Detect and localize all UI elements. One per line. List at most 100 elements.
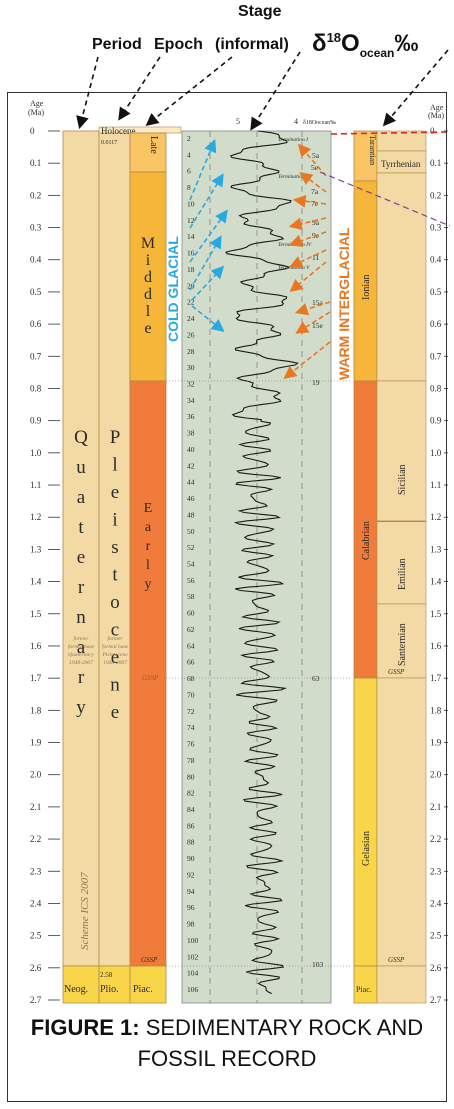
age-tick-label: 2.2: [30, 834, 41, 844]
mis-label-right: 15e: [312, 321, 324, 330]
warm-interglacial-label: WARM INTERGLACIAL: [336, 227, 352, 380]
mis-label: 30: [187, 363, 195, 372]
mis-label: 82: [187, 789, 195, 798]
pliocene-bar: [98, 965, 131, 1004]
age-tick-label-right: 2.7: [430, 995, 442, 1005]
mis-label-right: 9a: [312, 218, 320, 227]
mis-label-right: 15a: [312, 298, 324, 307]
age-tick-label: 0.8: [30, 383, 42, 393]
age-tick-label-right: 1.2: [430, 512, 441, 522]
mis-label: 80: [187, 772, 195, 781]
early-letter: E: [144, 501, 153, 516]
mis-label: 106: [187, 985, 199, 994]
stage-gssp-1: GSSP: [142, 674, 159, 682]
neogene-label: Neog.: [64, 984, 88, 995]
header-period: Period: [92, 36, 142, 53]
tyrrhenian-label: Tyrrhenian: [381, 159, 421, 169]
mis-label: 76: [187, 740, 195, 749]
quaternary-letter: a: [77, 487, 86, 508]
age-tick-label-right: 2.3: [430, 866, 442, 876]
age-tick-label-right: 0.8: [430, 383, 442, 393]
pleistocene-letter: e: [111, 482, 119, 503]
age-axis-title-right: Age: [430, 103, 444, 112]
age-tick-label: 1.1: [30, 480, 41, 490]
right-gssp-2: GSSP: [388, 956, 405, 964]
red-dashed-connector: [330, 131, 447, 135]
age-tick-label-right: 0.7: [430, 351, 442, 361]
mis-label: 4: [187, 150, 191, 159]
age-tick-label: 1.9: [30, 738, 42, 748]
mis-label: 84: [187, 805, 195, 814]
age-tick-label: 0.9: [30, 416, 42, 426]
pleistocene-letter: s: [111, 537, 118, 558]
age-tick-label: 2.7: [30, 995, 42, 1005]
pleistocene-letter: n: [110, 675, 120, 696]
quaternary-letter: e: [77, 547, 85, 568]
header-leader-arrows: [76, 49, 449, 131]
early-bar: [129, 380, 167, 967]
late-bar: [129, 132, 167, 173]
former-base-note: 1948-2007: [69, 659, 93, 666]
holocene-label: Holocene: [101, 126, 135, 136]
holocene-age: 0.0117: [101, 140, 117, 146]
quaternary-letter: t: [78, 517, 84, 538]
age-axis-title: Age: [30, 99, 44, 108]
header-stage-informal: (informal): [215, 36, 289, 53]
age-tick-label: 1.3: [30, 544, 42, 554]
quaternary-bar: [62, 130, 100, 967]
age-tick-label-right: 0.9: [430, 416, 442, 426]
age-tick-label: 1.8: [30, 705, 42, 715]
mis-label: 94: [187, 887, 195, 896]
former-base-note: formal base: [102, 643, 129, 650]
age-tick-label-right: 0: [430, 126, 435, 136]
scheme-label: Scheme ICS 2007: [79, 872, 91, 950]
age-tick-label-right: 2.1: [430, 802, 441, 812]
mis-label: 34: [187, 396, 195, 405]
age-axis-left: Age (Ma) 0 0.1 0.2 0.3 0.4 0.5 0.6 0.7 0.8 0.9 1.0…: [28, 99, 60, 1005]
isotope-axis-label: δ18Oocean‰: [303, 120, 336, 126]
quaternary-letter: r: [78, 667, 85, 688]
age-tick-label-right: 0.1: [430, 158, 441, 168]
mis-label: 8: [187, 183, 191, 192]
mis-label: 40: [187, 445, 195, 454]
pleistocene-letter: c: [111, 620, 119, 641]
mis-label: 62: [187, 625, 195, 634]
mis-label: 38: [187, 429, 195, 438]
mis-label: 28: [187, 347, 195, 356]
isotope-panel: 5 4 δ18Oocean‰ 2468101214161820222426283…: [166, 117, 350, 1004]
pleistocene-letter: t: [112, 565, 118, 586]
middle-letter: d: [144, 286, 152, 303]
isotope-scale-5: 5: [236, 117, 240, 126]
mis-label: 54: [187, 560, 195, 569]
quaternary-letter: u: [76, 457, 86, 478]
age-axis-right: Age (Ma) 0 0.1 0.2 0.3 0.4 0.5 0.6 0.7 0.8 0.9 1.0…: [428, 103, 448, 1005]
age-tick-label-right: 1.4: [430, 577, 442, 587]
isotope-background: [181, 130, 332, 1004]
mis-label: 92: [187, 870, 195, 879]
piacenzian-bar: [129, 965, 167, 1004]
warm-interglacial-annotation: WARM INTERGLACIAL: [283, 143, 352, 380]
age-tick-label-right: 0.4: [430, 255, 442, 265]
mis-label: 98: [187, 920, 195, 929]
mis-label-right: 7e: [311, 199, 319, 208]
header-stage: Stage: [238, 3, 282, 20]
mis-label: 52: [187, 543, 195, 552]
mis-label: 48: [187, 510, 195, 519]
age-tick-label-right: 0.6: [430, 319, 442, 329]
early-letter: a: [145, 520, 152, 535]
mis-label: 66: [187, 658, 195, 667]
mis-label: 6: [187, 167, 191, 176]
gelasian-bar: [353, 677, 378, 967]
middle-letter: e: [144, 320, 151, 337]
former-base-note: Quaternary: [68, 652, 94, 658]
column-headers: Period Epoch Stage (informal) δ18Oocean‰: [0, 0, 454, 92]
ionian-label: Ionian: [361, 274, 372, 300]
mis-label: 22: [187, 298, 195, 307]
pleistocene-letter: i: [112, 510, 117, 531]
age-tick-label: 2.6: [30, 963, 42, 973]
age-tick-label: 2.5: [30, 931, 42, 941]
mis-label-right: 11: [312, 253, 319, 262]
quaternary-letter: y: [76, 697, 86, 718]
